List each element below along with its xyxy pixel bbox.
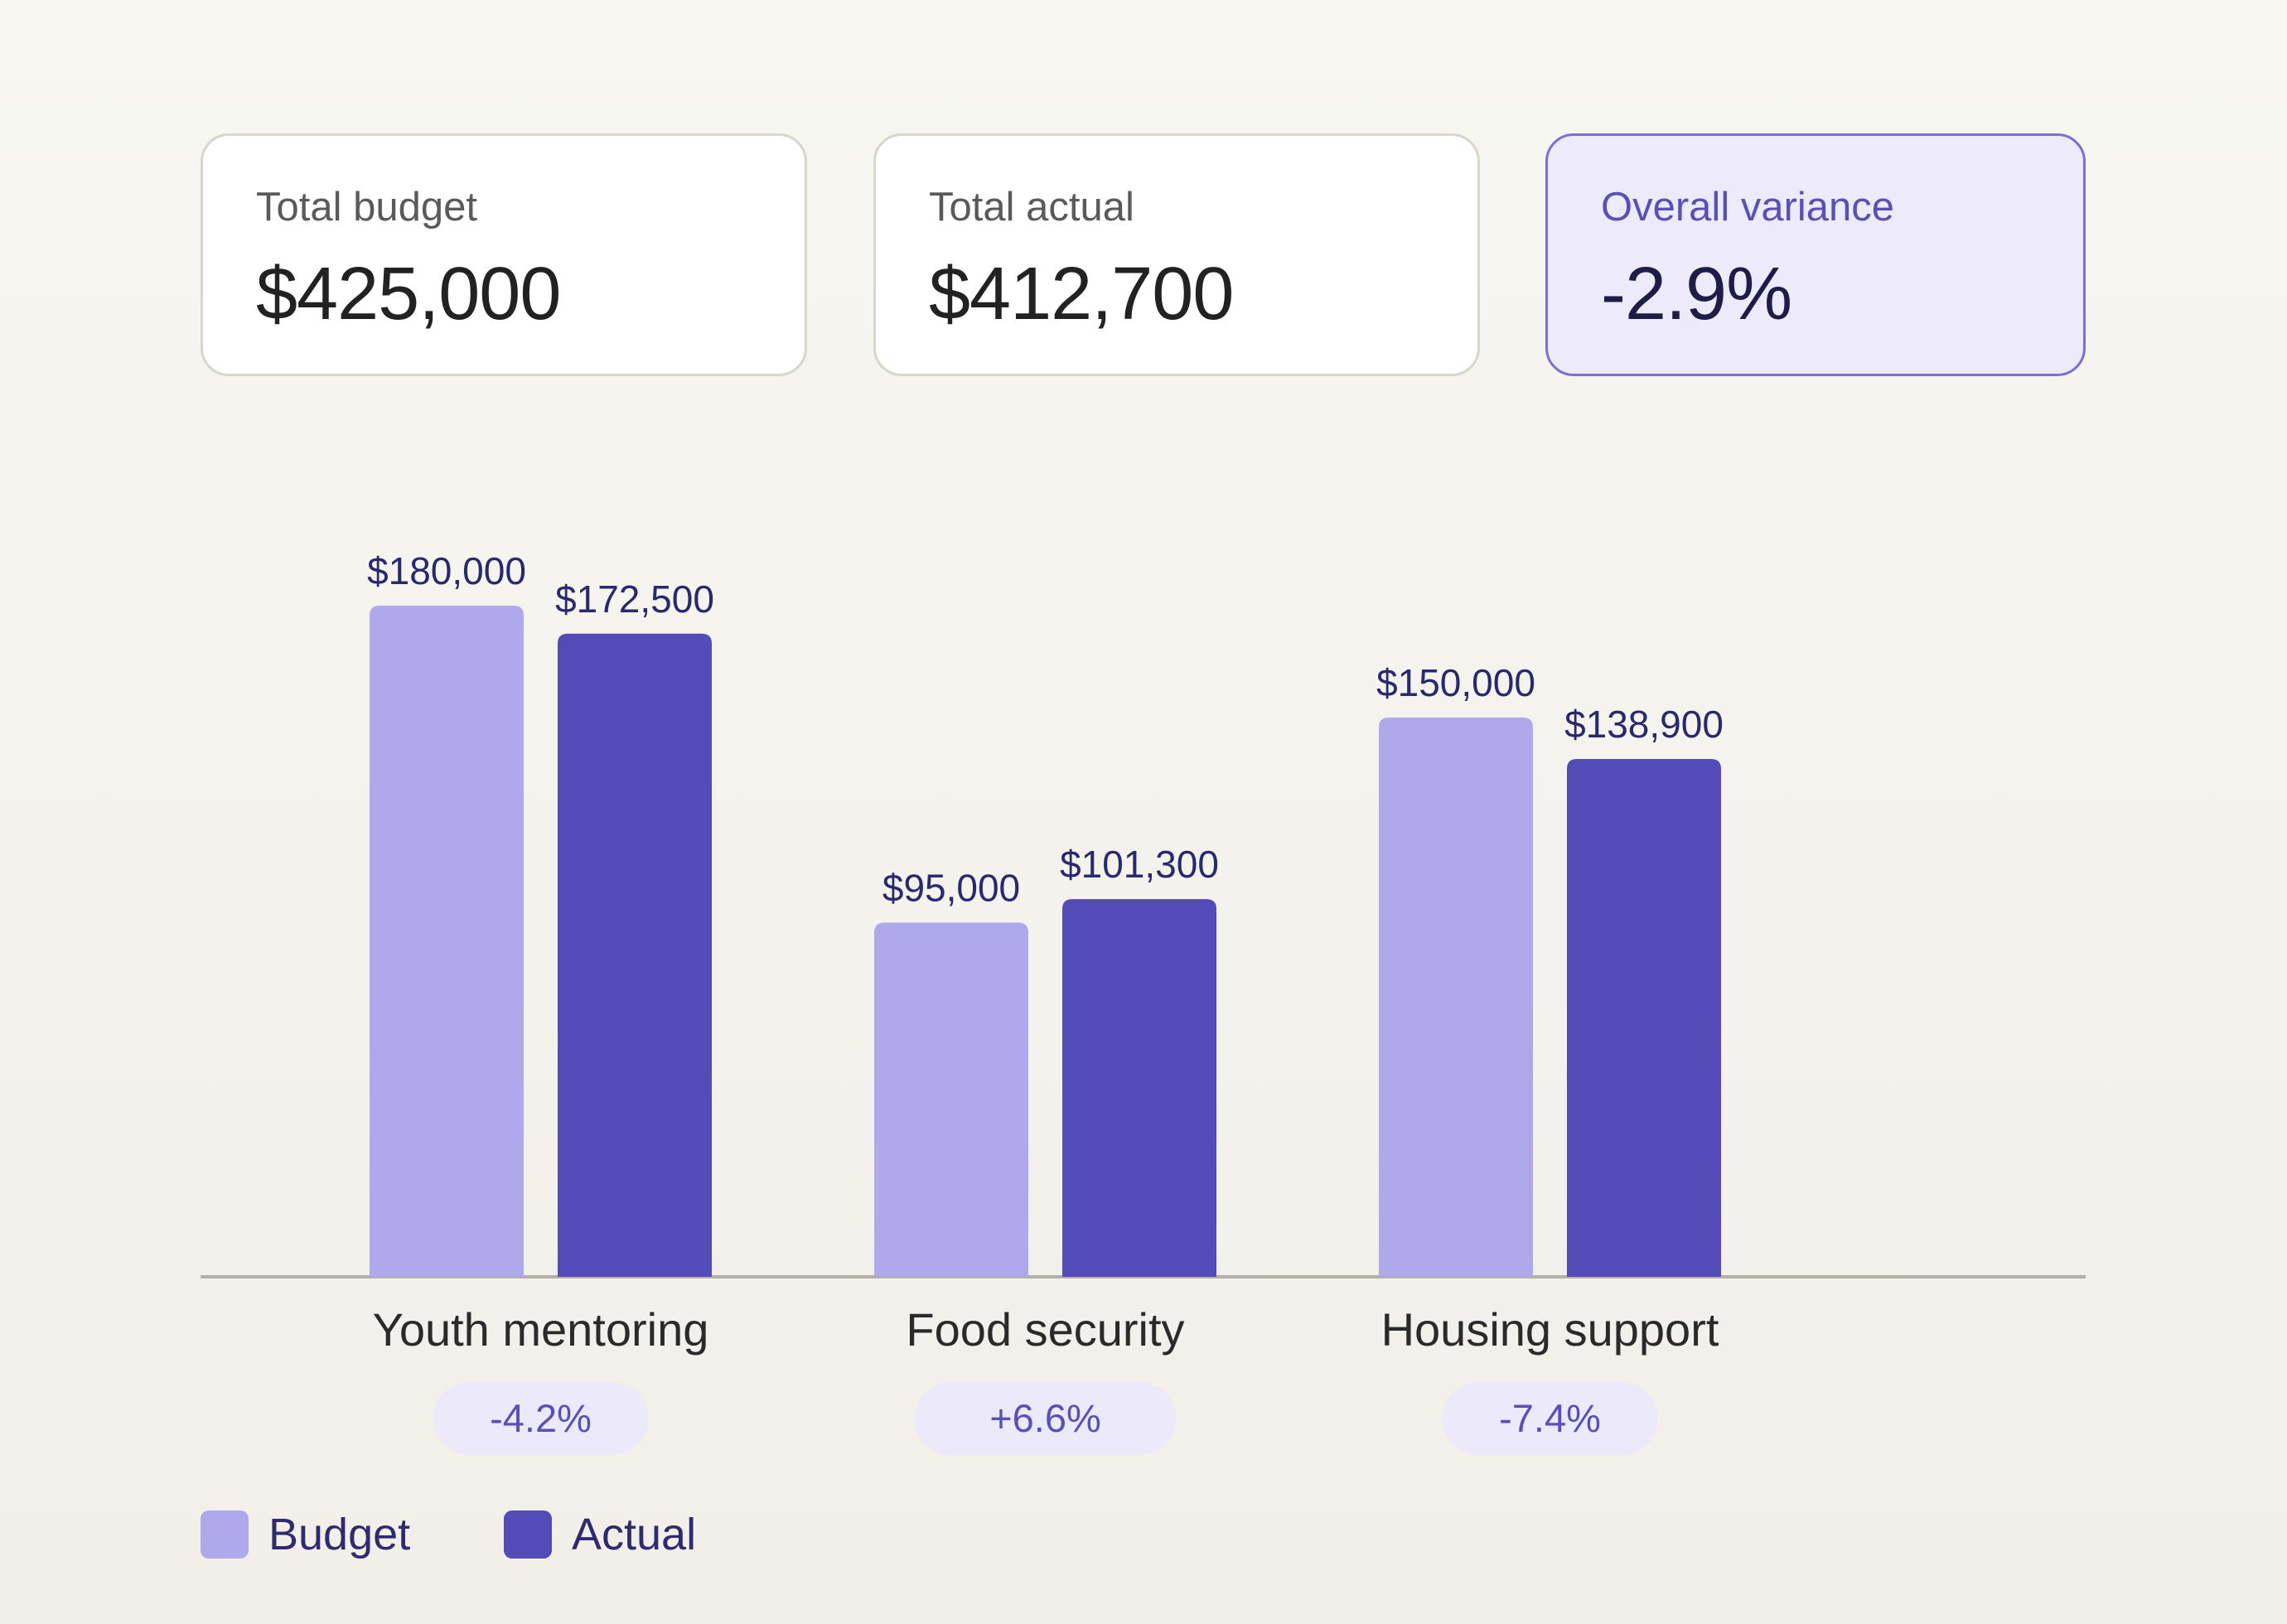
legend-swatch-budget xyxy=(201,1510,249,1559)
value-label-actual-food-security: $101,300 xyxy=(1060,843,1219,886)
value-label-budget-housing-support: $150,000 xyxy=(1376,661,1535,704)
summary-cards: Total budget $425,000 Total actual $412,… xyxy=(0,0,2287,398)
bar-actual-food-security xyxy=(1062,899,1216,1277)
bar-budget-housing-support xyxy=(1379,718,1533,1277)
legend-item-actual: Actual xyxy=(504,1510,696,1559)
legend-item-budget: Budget xyxy=(201,1510,410,1559)
value-label-actual-housing-support: $138,900 xyxy=(1564,703,1724,746)
total-actual-card: Total actual $412,700 xyxy=(873,133,1480,376)
total-budget-value: $425,000 xyxy=(256,253,561,336)
variance-badge-housing-support xyxy=(1442,1382,1658,1455)
category-label-housing-support: Housing support xyxy=(1381,1303,1719,1356)
total-actual-value: $412,700 xyxy=(929,253,1234,336)
bars-group xyxy=(370,606,1721,1277)
value-label-budget-food-security: $95,000 xyxy=(882,867,1020,910)
value-label-actual-youth-mentoring: $172,500 xyxy=(555,578,714,621)
value-label-budget-youth-mentoring: $180,000 xyxy=(367,549,526,592)
category-label-food-security: Food security xyxy=(906,1303,1184,1356)
overall-variance-label: Overall variance xyxy=(1601,185,1895,230)
legend-swatch-actual xyxy=(504,1510,552,1559)
variance-badge-food-security xyxy=(914,1382,1177,1455)
total-budget-label: Total budget xyxy=(256,185,477,230)
legend-label-actual: Actual xyxy=(572,1510,697,1559)
bar-budget-food-security xyxy=(874,922,1028,1277)
bar-budget-youth-mentoring xyxy=(370,606,524,1277)
overall-variance-value: -2.9% xyxy=(1601,253,1792,336)
overall-variance-card: Overall variance -2.9% xyxy=(1545,133,2086,376)
category-label-youth-mentoring: Youth mentoring xyxy=(373,1303,709,1356)
bar-actual-youth-mentoring xyxy=(558,633,712,1277)
total-budget-card: Total budget $425,000 xyxy=(201,133,807,376)
variance-badge-label-food-security: +6.6% xyxy=(989,1396,1101,1440)
bar-actual-housing-support xyxy=(1567,758,1721,1277)
total-actual-label: Total actual xyxy=(929,185,1134,230)
variance-badge-label-housing-support: -7.4% xyxy=(1499,1396,1601,1440)
variance-badge-label-youth-mentoring: -4.2% xyxy=(490,1396,592,1440)
variance-badge-youth-mentoring xyxy=(433,1382,649,1455)
legend-label-budget: Budget xyxy=(268,1510,411,1559)
labels-group: $180,000 $172,500 Youth mentoring -4.2% $95,… xyxy=(367,549,1724,1455)
